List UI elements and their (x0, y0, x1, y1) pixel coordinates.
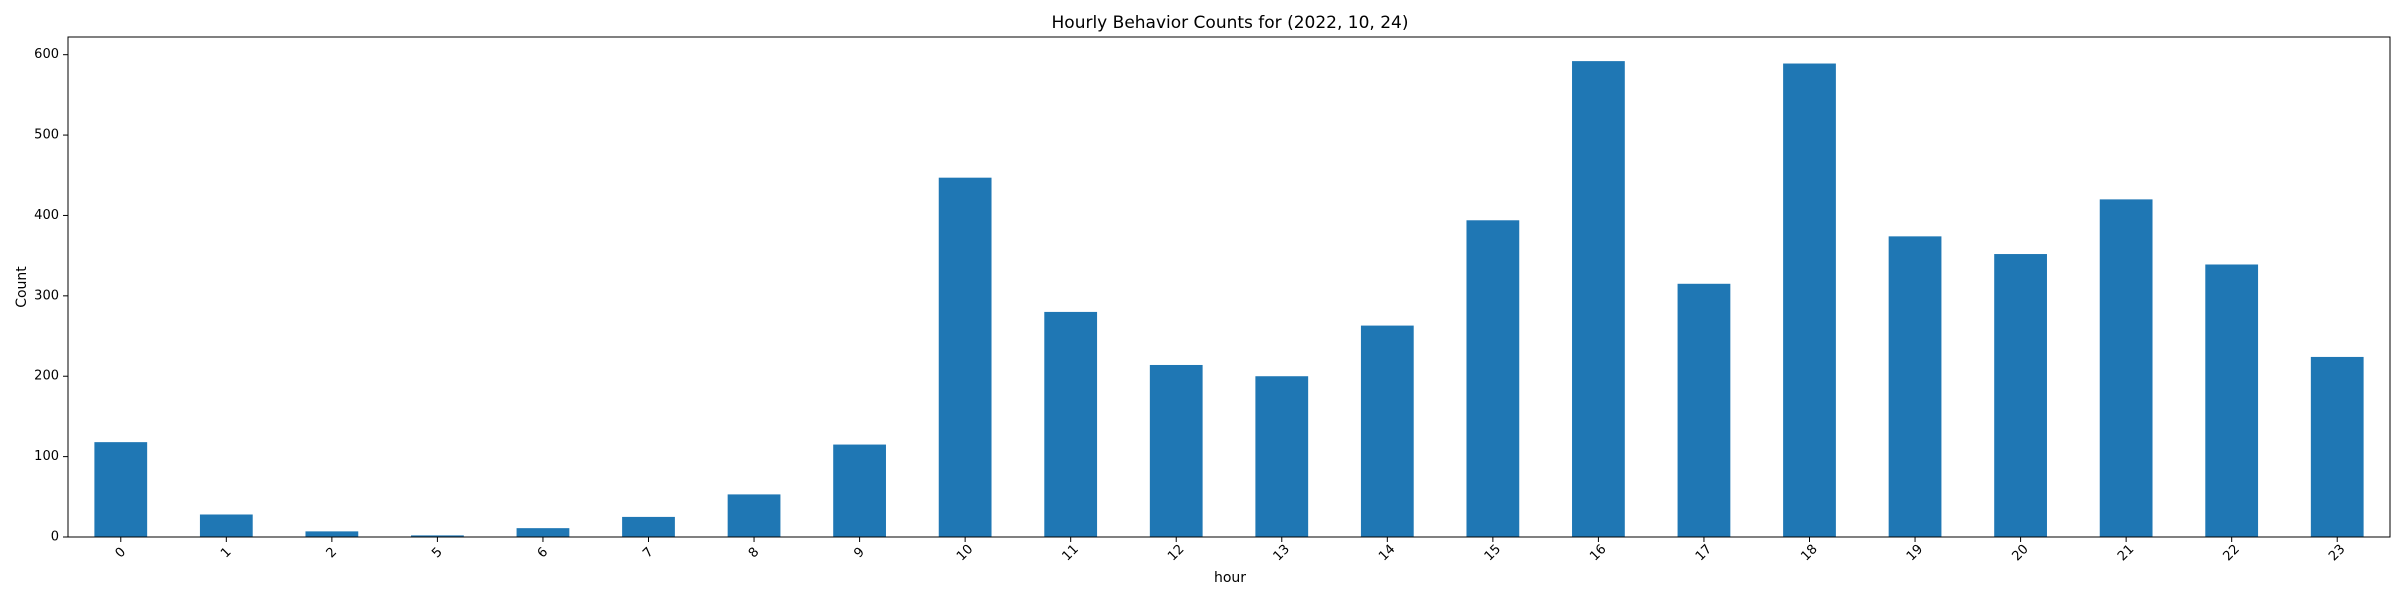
bar-hour-22 (2205, 264, 2259, 537)
bar-hour-0 (94, 442, 148, 537)
plot-frame (67, 36, 2391, 538)
bars-group (94, 61, 2364, 538)
x-tick-label: 10 (954, 542, 976, 564)
x-tick-label: 21 (2115, 542, 2137, 564)
y-tick-label: 200 (34, 369, 59, 384)
x-tick-label: 1 (218, 545, 234, 561)
y-tick-label: 600 (34, 47, 59, 62)
x-axis-label: hour (1214, 570, 1246, 586)
x-axis-ticks: 0 1 2 5 6 7 8 9 10 11 12 13 14 15 16 17 18 19 20 21 22 23 (113, 537, 2348, 564)
x-tick-label: 2 (324, 545, 340, 561)
x-tick-label: 9 (851, 545, 867, 561)
x-tick-label: 22 (2221, 542, 2243, 564)
x-tick-label: 0 (113, 545, 129, 561)
bar-hour-20 (1994, 254, 2047, 537)
x-tick-label: 5 (429, 545, 445, 561)
x-tick-label: 16 (1587, 542, 1609, 564)
bar-hour-17 (1677, 283, 1731, 537)
x-tick-label: 7 (640, 545, 656, 561)
x-tick-label: 19 (1904, 542, 1926, 564)
bar-hour-12 (1149, 364, 1203, 537)
y-tick-label: 0 (51, 530, 59, 545)
bar-hour-16 (1572, 61, 1625, 538)
bar-hour-13 (1255, 376, 1309, 537)
x-tick-label: 6 (535, 545, 551, 561)
y-tick-label: 500 (34, 128, 59, 143)
bar-hour-6 (516, 528, 570, 537)
bar-hour-21 (2099, 199, 2153, 537)
bar-hour-9 (833, 444, 886, 537)
y-tick-label: 400 (34, 208, 59, 223)
y-axis-label: Count (14, 266, 30, 308)
bar-hour-5 (411, 535, 464, 537)
x-tick-label: 17 (1693, 542, 1715, 564)
x-tick-label: 11 (1060, 542, 1082, 564)
bar-hour-19 (1888, 236, 1942, 537)
x-tick-label: 20 (2009, 542, 2031, 564)
y-axis-ticks: 0 100 200 300 400 500 600 (34, 47, 68, 545)
x-tick-label: 13 (1271, 542, 1293, 564)
bar-hour-11 (1044, 311, 1098, 537)
bar-hour-14 (1360, 325, 1414, 537)
bar-hour-15 (1466, 220, 1520, 538)
bar-hour-2 (305, 531, 359, 537)
y-tick-label: 300 (34, 288, 59, 303)
x-tick-label: 14 (1376, 542, 1398, 564)
bar-hour-18 (1783, 63, 1836, 537)
x-tick-label: 12 (1165, 542, 1187, 564)
x-tick-label: 18 (1798, 542, 1820, 564)
x-tick-label: 23 (2326, 542, 2348, 564)
x-tick-label: 8 (746, 545, 762, 561)
chart-title: Hourly Behavior Counts for (2022, 10, 24… (1052, 13, 1409, 33)
x-tick-label: 15 (1482, 542, 1504, 564)
bar-hour-23 (2310, 356, 2364, 537)
bar-hour-7 (622, 516, 675, 537)
bar-hour-8 (727, 494, 781, 537)
bar-hour-1 (199, 514, 253, 537)
bar-hour-10 (938, 177, 992, 538)
y-tick-label: 100 (34, 449, 59, 464)
